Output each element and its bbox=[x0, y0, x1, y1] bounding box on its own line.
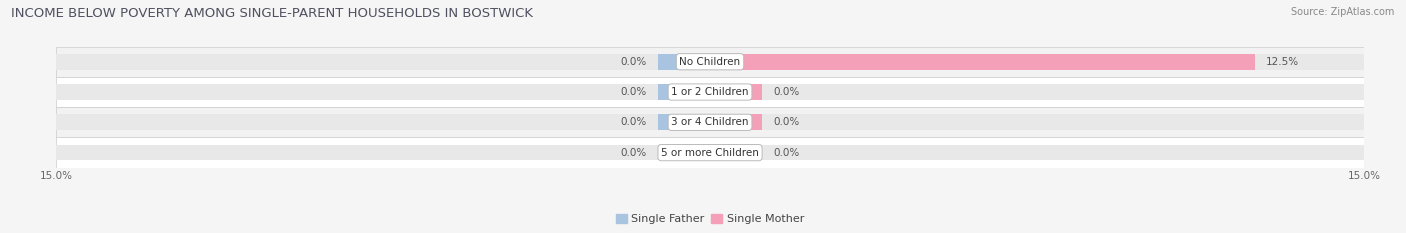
Text: 0.0%: 0.0% bbox=[620, 87, 647, 97]
Bar bbox=[56, 47, 1364, 77]
Text: 1 or 2 Children: 1 or 2 Children bbox=[671, 87, 749, 97]
Bar bbox=[658, 114, 710, 130]
Bar bbox=[710, 114, 762, 130]
Bar bbox=[710, 54, 1256, 70]
Bar bbox=[56, 107, 1364, 137]
Bar bbox=[710, 84, 1364, 100]
Text: 0.0%: 0.0% bbox=[773, 87, 800, 97]
Text: INCOME BELOW POVERTY AMONG SINGLE-PARENT HOUSEHOLDS IN BOSTWICK: INCOME BELOW POVERTY AMONG SINGLE-PARENT… bbox=[11, 7, 533, 20]
Text: 0.0%: 0.0% bbox=[620, 117, 647, 127]
Text: No Children: No Children bbox=[679, 57, 741, 67]
Text: 3 or 4 Children: 3 or 4 Children bbox=[671, 117, 749, 127]
Bar bbox=[56, 54, 710, 70]
Bar bbox=[658, 54, 710, 70]
Bar bbox=[56, 84, 710, 100]
Text: 5 or more Children: 5 or more Children bbox=[661, 148, 759, 158]
Text: 0.0%: 0.0% bbox=[620, 57, 647, 67]
Bar bbox=[56, 77, 1364, 107]
Bar bbox=[710, 145, 1364, 161]
Bar bbox=[56, 137, 1364, 168]
Bar bbox=[710, 84, 762, 100]
Bar bbox=[56, 114, 710, 130]
Legend: Single Father, Single Mother: Single Father, Single Mother bbox=[612, 209, 808, 229]
Bar bbox=[658, 145, 710, 161]
Text: 0.0%: 0.0% bbox=[773, 148, 800, 158]
Bar bbox=[658, 84, 710, 100]
Text: Source: ZipAtlas.com: Source: ZipAtlas.com bbox=[1291, 7, 1395, 17]
Bar bbox=[710, 145, 762, 161]
Text: 0.0%: 0.0% bbox=[620, 148, 647, 158]
Text: 0.0%: 0.0% bbox=[773, 117, 800, 127]
Text: 12.5%: 12.5% bbox=[1265, 57, 1299, 67]
Bar bbox=[710, 54, 1364, 70]
Bar bbox=[56, 145, 710, 161]
Bar bbox=[710, 114, 1364, 130]
